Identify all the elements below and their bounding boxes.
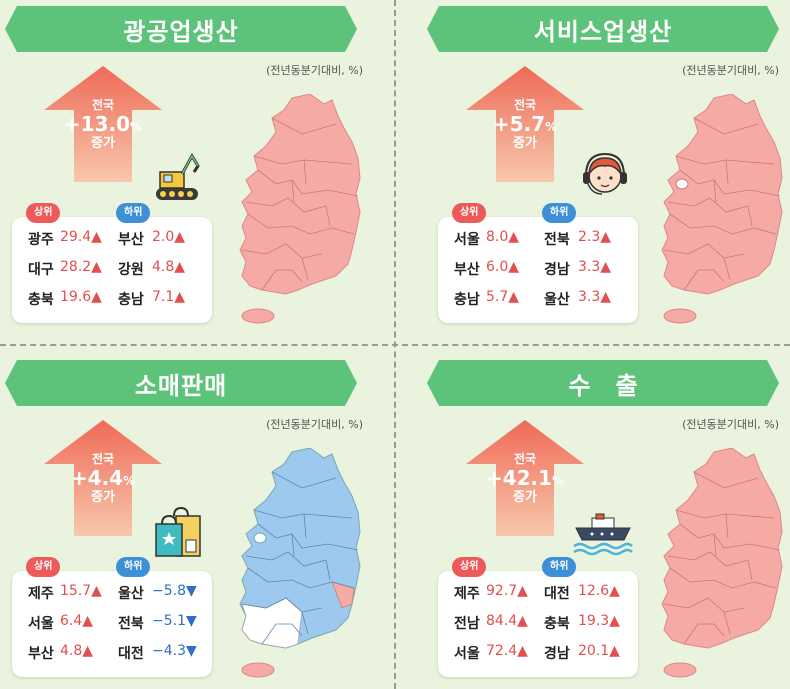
ranking-row: 대구 28.2▲ 강원 4.8▲	[28, 259, 186, 278]
ranking-row: 서울 72.4▲ 경남 20.1▲	[454, 643, 620, 662]
korea-map	[239, 448, 361, 678]
panel-title: 서비스업생산	[427, 6, 779, 52]
panel-services: 서비스업생산 (전년동분기대비, %) 전국 +5.7% 증가 서울 8.0▲ 전…	[422, 0, 790, 344]
top-badge: 상위	[26, 203, 61, 223]
headset-agent-icon	[583, 152, 627, 195]
national-figure: 전국 +5.7% 증가	[492, 98, 558, 152]
national-figure: 전국 +4.4% 증가	[70, 452, 136, 506]
shopping-bag-icon	[155, 506, 201, 557]
horizontal-divider	[0, 344, 790, 346]
panel-title: 수 출	[427, 360, 779, 406]
korea-map	[239, 94, 361, 324]
ranking-row: 부산 4.8▲ 대전 −4.3▼	[28, 643, 197, 662]
top-badge: 상위	[452, 557, 487, 577]
unit-label: (전년동분기대비, %)	[266, 418, 363, 431]
ranking-row: 제주 92.7▲ 대전 12.6▲	[454, 583, 620, 602]
top-badge: 상위	[26, 557, 61, 577]
panel-title: 광공업생산	[5, 6, 357, 52]
increase-arrow-icon	[466, 420, 584, 536]
panel-retail-sales: 소매판매 (전년동분기대비, %) 전국 +4.4% 증가 제주 15.7▲ 울산…	[0, 354, 395, 689]
increase-arrow-icon	[466, 66, 584, 182]
ranking-row: 충남 5.7▲ 울산 3.3▲	[454, 289, 612, 308]
panel-title: 소매판매	[5, 360, 357, 406]
national-figure: 전국 +13.0% 증가	[44, 98, 162, 152]
ranking-row: 서울 6.4▲ 전북 −5.1▼	[28, 613, 197, 632]
korea-map	[661, 94, 783, 324]
ranking-row: 제주 15.7▲ 울산 −5.8▼	[28, 583, 197, 602]
ranking-row: 충북 19.6▲ 충남 7.1▲	[28, 289, 186, 308]
bottom-badge: 하위	[116, 557, 151, 577]
increase-arrow-icon	[44, 66, 162, 182]
unit-label: (전년동분기대비, %)	[266, 64, 363, 77]
unit-label: (전년동분기대비, %)	[682, 64, 779, 77]
bottom-badge: 하위	[542, 557, 577, 577]
increase-arrow-icon	[44, 420, 162, 536]
ranking-card: 광주 29.4▲ 부산 2.0▲ 대구 28.2▲ 강원 4.8▲ 충북 19.6▲ 충남…	[12, 217, 212, 323]
ranking-row: 서울 8.0▲ 전북 2.3▲	[454, 229, 612, 248]
ranking-card: 제주 15.7▲ 울산 −5.8▼ 서울 6.4▲ 전북 −5.1▼ 부산 4.8▲ 대전…	[12, 571, 212, 677]
bottom-badge: 하위	[116, 203, 151, 223]
top-badge: 상위	[452, 203, 487, 223]
ranking-row: 부산 6.0▲ 경남 3.3▲	[454, 259, 612, 278]
national-figure: 전국 +42.1% 증가	[485, 452, 565, 506]
ranking-row: 광주 29.4▲ 부산 2.0▲	[28, 229, 186, 248]
panel-exports: 수 출 (전년동분기대비, %) 전국 +42.1% 증가 제주 92.7▲ 대전…	[422, 354, 790, 689]
nation-label: 전국	[91, 98, 115, 112]
panel-mining-manufacturing: 광공업생산 (전년동분기대비, %) 전국 +13.0% 증가 광주 29.4▲ …	[0, 0, 395, 344]
bottom-badge: 하위	[542, 203, 577, 223]
ranking-row: 전남 84.4▲ 충북 19.3▲	[454, 613, 620, 632]
korea-map	[661, 448, 783, 678]
ship-icon	[573, 513, 633, 556]
increase-label: 증가	[91, 136, 115, 152]
unit-label: (전년동분기대비, %)	[682, 418, 779, 431]
ranking-card: 서울 8.0▲ 전북 2.3▲ 부산 6.0▲ 경남 3.3▲ 충남 5.7▲ 울산 3.3…	[438, 217, 638, 323]
national-value: +13.0%	[63, 112, 143, 137]
excavator-icon	[156, 153, 200, 200]
ranking-card: 제주 92.7▲ 대전 12.6▲ 전남 84.4▲ 충북 19.3▲ 서울 72.4▲ …	[438, 571, 638, 677]
